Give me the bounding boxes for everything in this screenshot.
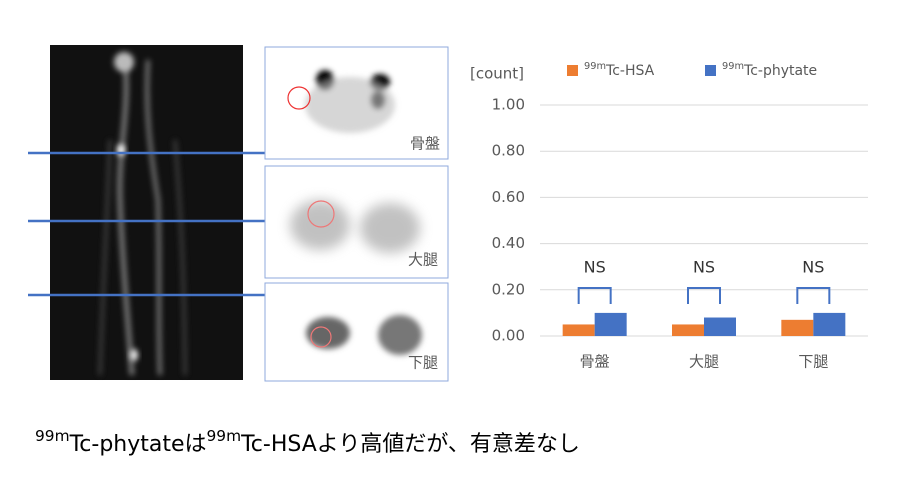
scan-panel: 骨盤	[264, 46, 449, 160]
legend-swatch	[705, 65, 716, 76]
level-lines	[28, 151, 265, 297]
panel-label: 大腿	[408, 251, 438, 269]
panel-label: 下腿	[408, 354, 438, 372]
significance-bracket	[577, 287, 612, 304]
scan-panel: 大腿	[264, 165, 449, 279]
bar	[813, 312, 846, 336]
bar	[672, 324, 704, 336]
x-tick-label: 骨盤	[580, 353, 610, 371]
bar	[781, 319, 814, 336]
annotation: NS	[802, 258, 824, 277]
annotation: NS	[584, 258, 606, 277]
y-tick-label: 0.60	[492, 188, 525, 206]
scan-panel: 下腿	[264, 282, 449, 382]
y-tick-label: 0.00	[492, 327, 525, 345]
legend-label: 99mTc-HSA	[584, 61, 655, 80]
y-tick-label: 1.00	[492, 96, 525, 114]
significance-bracket	[687, 287, 721, 304]
y-tick-label: 0.40	[492, 234, 525, 252]
panel-label: 骨盤	[410, 135, 440, 153]
caption: 99mTc-phytateは99mTc-HSAより高値だが、有意差なし	[35, 427, 580, 458]
x-tick-label: 下腿	[798, 353, 828, 371]
bar	[562, 324, 595, 336]
significance-bracket	[796, 287, 831, 304]
y-tick-label: 0.20	[492, 280, 525, 298]
bar	[704, 317, 736, 336]
bar	[594, 312, 627, 336]
legend-label: 99mTc-phytate	[722, 61, 817, 80]
y-axis-label: [count]	[470, 65, 524, 83]
body-scan	[50, 45, 243, 380]
x-tick-label: 大腿	[689, 353, 719, 371]
legend-swatch	[567, 65, 578, 76]
annotation: NS	[693, 258, 715, 277]
y-tick-label: 0.80	[492, 142, 525, 160]
